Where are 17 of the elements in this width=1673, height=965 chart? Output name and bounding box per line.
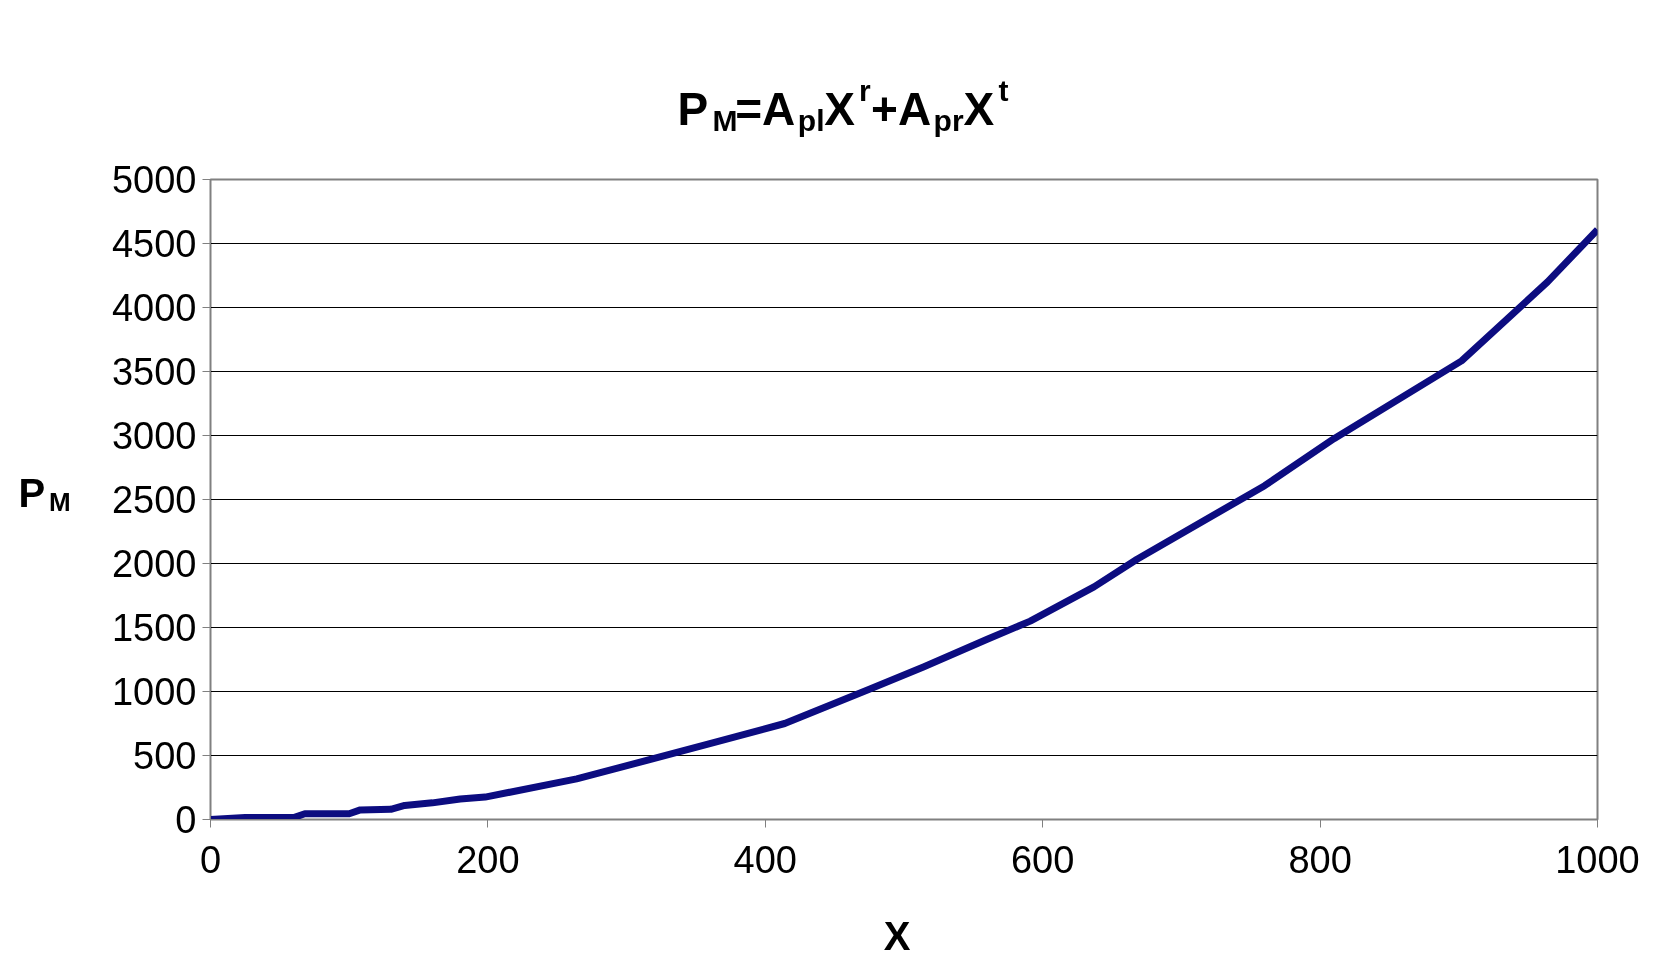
x-tick-label: 1000: [1555, 838, 1640, 881]
y-tick-label: 4000: [111, 287, 197, 329]
y-tick-label: 2000: [111, 543, 197, 585]
x-axis-title: X: [883, 913, 911, 958]
x-tick-label: 200: [456, 838, 520, 881]
y-tick-label: 1500: [111, 607, 197, 649]
y-tick-label: 1000: [111, 671, 197, 713]
y-tick-label: 2500: [111, 479, 197, 521]
y-tick-label: 3000: [111, 415, 197, 457]
y-tick-label: 0: [175, 799, 197, 841]
y-tick-label: 5000: [111, 159, 197, 201]
x-tick-label: 400: [733, 838, 798, 881]
x-tick-label: 600: [1011, 838, 1075, 881]
y-tick-label: 3500: [111, 351, 197, 393]
y-tick-label: 4500: [111, 223, 197, 265]
y-tick-label: 500: [133, 735, 197, 777]
x-tick-label: 800: [1288, 838, 1352, 881]
